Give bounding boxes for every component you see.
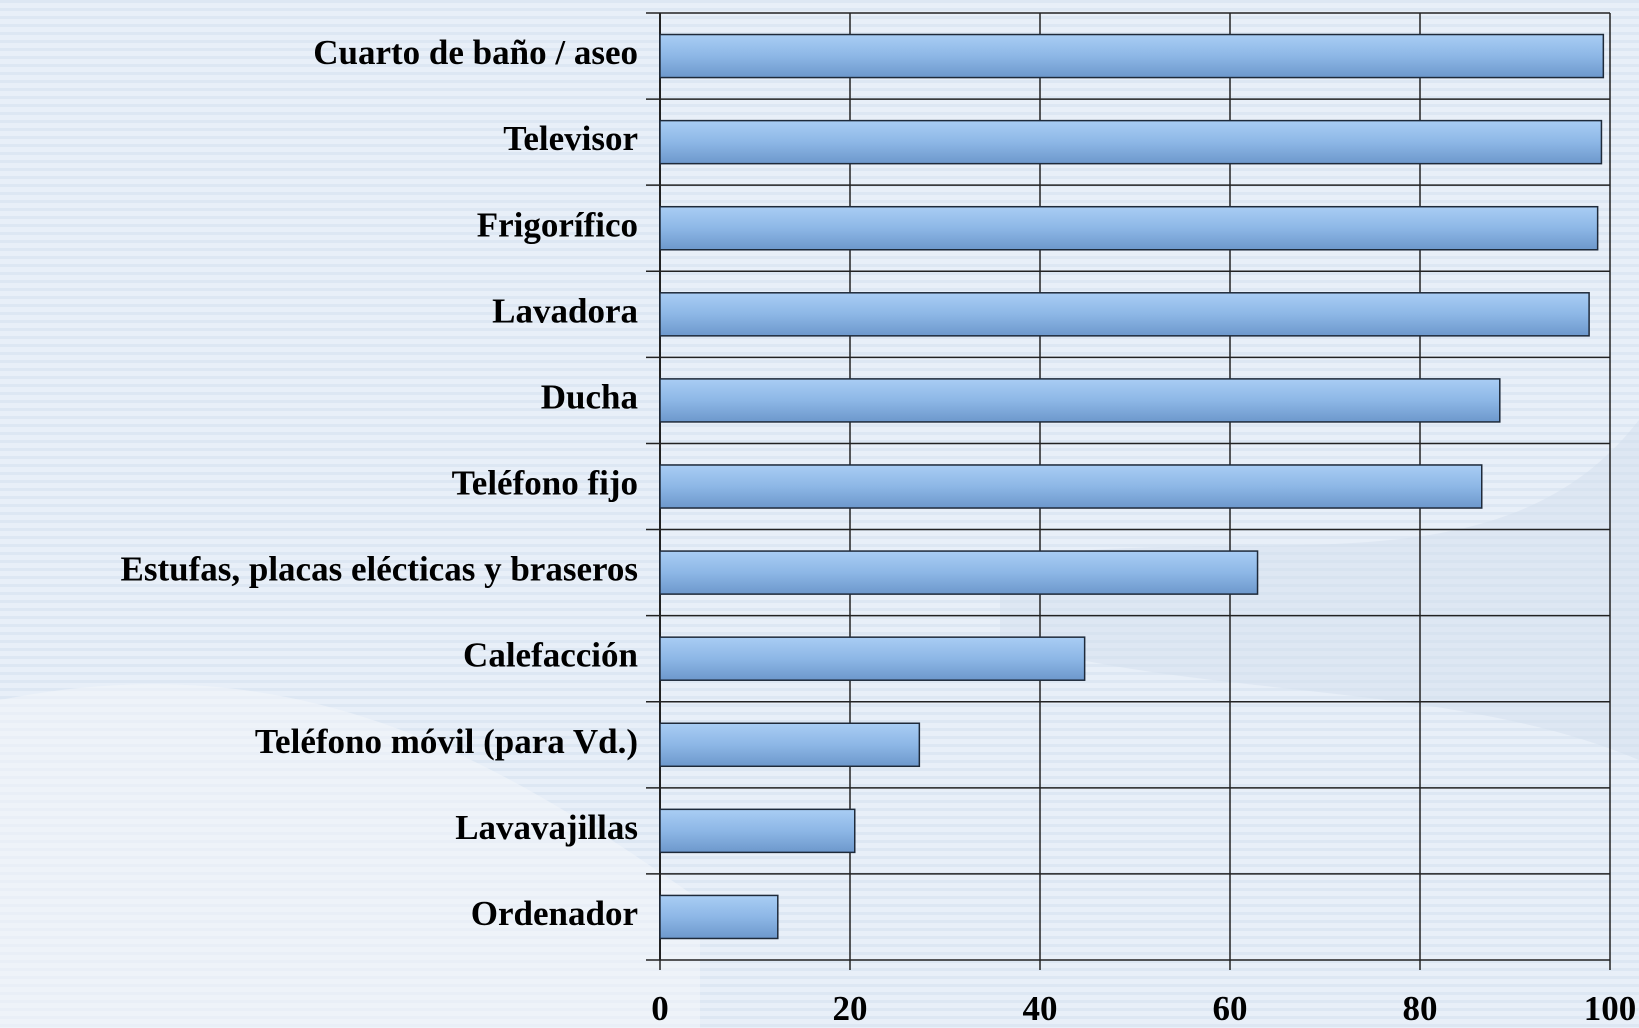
y-tick-label: Ducha: [541, 377, 638, 416]
x-tick-label: 80: [1403, 989, 1438, 1028]
bar: [659, 378, 1501, 423]
x-tick-label: 20: [833, 989, 868, 1028]
x-tick-label: 60: [1213, 989, 1248, 1028]
background-shape: [0, 684, 700, 1028]
y-tick-label: Ordenador: [471, 894, 638, 933]
x-tick-label: 40: [1023, 989, 1058, 1028]
y-tick-label: Lavadora: [492, 291, 638, 330]
y-tick-label: Televisor: [503, 119, 638, 158]
bar: [659, 33, 1605, 79]
y-tick-label: Cuarto de baño / aseo: [313, 33, 638, 72]
bar: [659, 464, 1483, 509]
y-tick-label: Frigorífico: [477, 205, 638, 244]
bar: [659, 808, 856, 854]
bar: [659, 722, 921, 768]
bar: [659, 636, 1086, 681]
y-tick-label: Teléfono móvil (para Vd.): [255, 722, 638, 761]
bar: [659, 894, 779, 940]
bar: [659, 119, 1603, 165]
y-tick-label: Estufas, placas elécticas y braseros: [121, 550, 639, 589]
y-tick-label: Calefacción: [463, 636, 638, 675]
bar: [659, 205, 1599, 251]
bar: [659, 550, 1259, 595]
bar: [659, 292, 1590, 337]
y-tick-label: Lavavajillas: [455, 808, 638, 847]
background-shape: [1000, 420, 1639, 760]
y-tick-label: Teléfono fijo: [452, 464, 638, 503]
x-tick-label: 100: [1584, 989, 1637, 1028]
x-tick-label: 0: [651, 989, 669, 1028]
